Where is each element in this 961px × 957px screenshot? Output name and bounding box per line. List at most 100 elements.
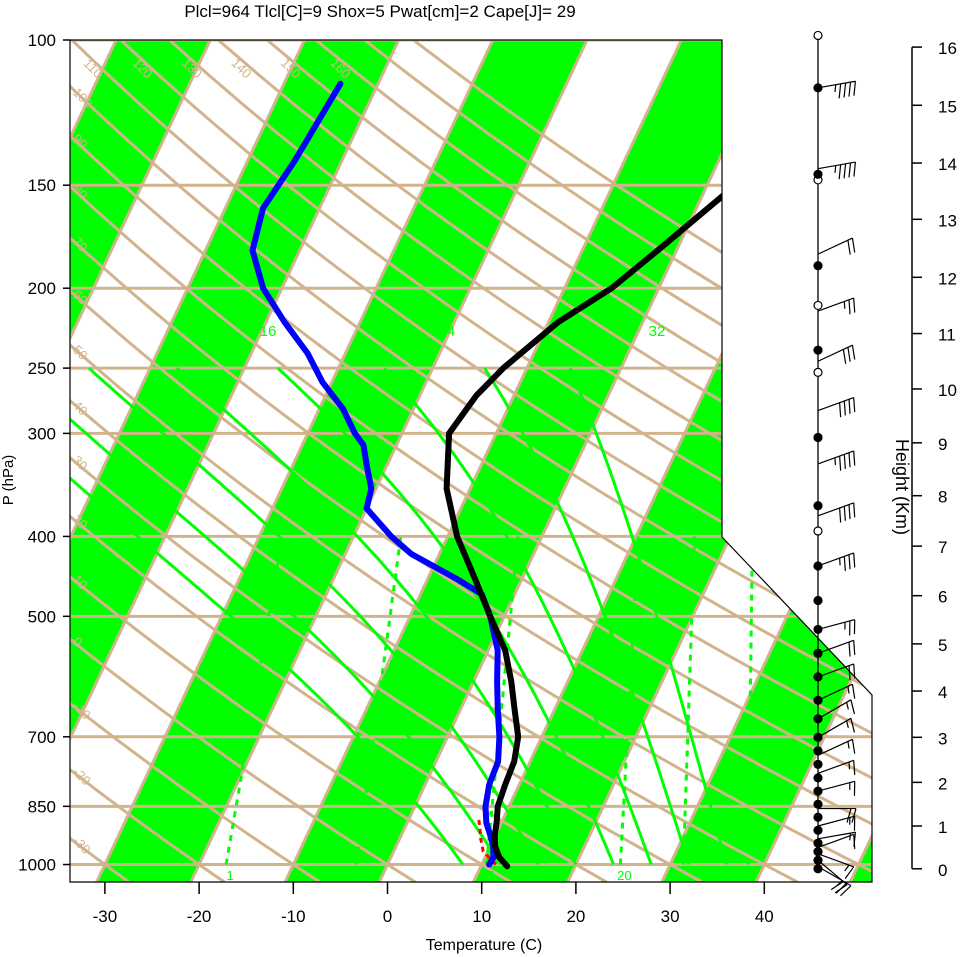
moist-adiabat-line xyxy=(383,367,653,866)
height-tick-label: 1 xyxy=(938,818,947,837)
wind-barb-feather xyxy=(853,832,857,847)
dry-adiabat-line xyxy=(70,40,872,882)
wind-barb-feather xyxy=(851,808,857,823)
wind-barb-half-feather xyxy=(844,864,850,872)
dry-adiabat-line xyxy=(70,40,226,882)
wind-level-dot xyxy=(813,432,823,443)
wind-level-dot xyxy=(813,261,823,271)
wind-level-dot xyxy=(813,812,823,822)
wind-barb-half-feather xyxy=(847,686,850,694)
wind-barb-staff xyxy=(817,237,853,255)
wind-level-dot xyxy=(813,624,823,635)
wind-level-dot xyxy=(813,561,823,571)
wind-barb-staff xyxy=(817,396,854,412)
pressure-tick-label: 300 xyxy=(28,424,56,443)
temperature-tick-label: 20 xyxy=(566,907,585,926)
wind-level-dot xyxy=(813,746,823,756)
wind-barb-feather xyxy=(843,400,846,416)
dry-adiabat-line xyxy=(70,40,512,882)
wind-level-dot xyxy=(813,773,823,783)
wind-level-dot xyxy=(813,855,823,865)
wind-level-dot xyxy=(813,695,823,705)
moist-adiabat-label: 32 xyxy=(649,323,666,340)
wind-barb-staff xyxy=(817,639,854,654)
temperature-profile-line xyxy=(443,87,868,870)
mixing-ratio-line xyxy=(224,536,284,865)
wind-barb-feather xyxy=(840,885,852,897)
wind-barb-staff xyxy=(817,780,855,792)
wind-barb-staff xyxy=(817,759,854,774)
temperature-tick-label: -20 xyxy=(187,907,212,926)
wind-barb-feather xyxy=(847,240,851,255)
wind-barb-feather xyxy=(844,866,855,879)
wind-barb-staff xyxy=(817,663,854,678)
moist-adiabat-line xyxy=(70,367,502,866)
pressure-tick-label: 700 xyxy=(28,728,56,747)
height-tick-label: 8 xyxy=(938,488,947,507)
height-tick-label: 12 xyxy=(938,269,957,288)
wind-barb-staff xyxy=(817,344,853,362)
wind-barb-feather xyxy=(848,665,851,681)
wind-barb-feather xyxy=(853,162,857,177)
y-axis-label: P (hPa) xyxy=(0,455,17,506)
wind-barb-staff xyxy=(817,161,856,170)
dry-adiabat-label: 140 xyxy=(229,55,255,81)
wind-level-dot xyxy=(813,595,823,606)
moist-adiabat-line xyxy=(87,366,540,866)
pressure-tick-label: 400 xyxy=(28,527,56,546)
wind-barb-feather xyxy=(853,81,857,96)
height-tick-label: 14 xyxy=(938,155,957,174)
wind-level-open-dot xyxy=(813,30,823,41)
dry-adiabat-line xyxy=(70,40,872,882)
isotherm-line xyxy=(95,40,495,882)
height-tick-label: 7 xyxy=(938,538,947,557)
wind-barb-half-feather xyxy=(834,84,837,93)
wind-barb-feather xyxy=(838,164,842,180)
pressure-tick-label: 100 xyxy=(28,31,56,50)
temperature-tick-label: -10 xyxy=(281,907,306,926)
wind-barb-feather xyxy=(842,349,847,364)
wind-barb-feather xyxy=(848,452,851,468)
isotherm-line xyxy=(189,40,589,882)
dry-adiabat-line xyxy=(70,40,872,882)
wind-barb-feather xyxy=(839,402,842,418)
moist-adiabat-label: 8 xyxy=(196,323,204,340)
wind-barb-feather xyxy=(848,554,851,570)
wind-level-dot xyxy=(813,732,823,742)
height-tick-label: 15 xyxy=(938,97,957,116)
height-tick-label: 13 xyxy=(938,211,957,230)
wind-barb-feather xyxy=(848,299,851,315)
wind-barb-half-feather xyxy=(849,833,852,841)
mixing-ratio-label: 3 xyxy=(357,868,364,883)
mixing-ratio-label: 1 xyxy=(227,868,234,883)
wind-barb-feather xyxy=(848,82,852,97)
height-tick-label: 11 xyxy=(938,326,956,345)
wind-barb-feather xyxy=(853,760,856,775)
plot-frame xyxy=(69,39,873,883)
pressure-tick-label: 1000 xyxy=(18,856,56,875)
wind-barb-staff xyxy=(817,502,854,517)
height-tick-label: 16 xyxy=(938,39,957,58)
height-tick-label: 9 xyxy=(938,435,947,454)
wind-barb-staff xyxy=(817,683,853,701)
pressure-tick-label: 500 xyxy=(28,607,56,626)
wind-barb-half-feather xyxy=(847,741,850,749)
mixing-ratio-label: 8 xyxy=(487,868,494,883)
wind-barb-feather xyxy=(848,162,852,178)
wind-level-open-dot xyxy=(813,367,823,377)
wind-barb-feather xyxy=(839,456,842,471)
wind-barb-feather xyxy=(851,684,856,699)
wind-barb-feather xyxy=(851,345,856,360)
wind-level-dot xyxy=(813,345,823,355)
wind-level-dot xyxy=(813,83,823,93)
height-tick-label: 3 xyxy=(938,729,947,748)
wind-barb-feather xyxy=(830,880,844,891)
wind-barb-half-feather xyxy=(839,558,841,566)
dry-adiabat-line xyxy=(70,40,417,882)
wind-barb-feather xyxy=(851,739,856,754)
wind-barb-half-feather xyxy=(845,720,849,729)
wind-barb-staff xyxy=(817,699,852,720)
wind-barb-feather xyxy=(846,808,852,823)
